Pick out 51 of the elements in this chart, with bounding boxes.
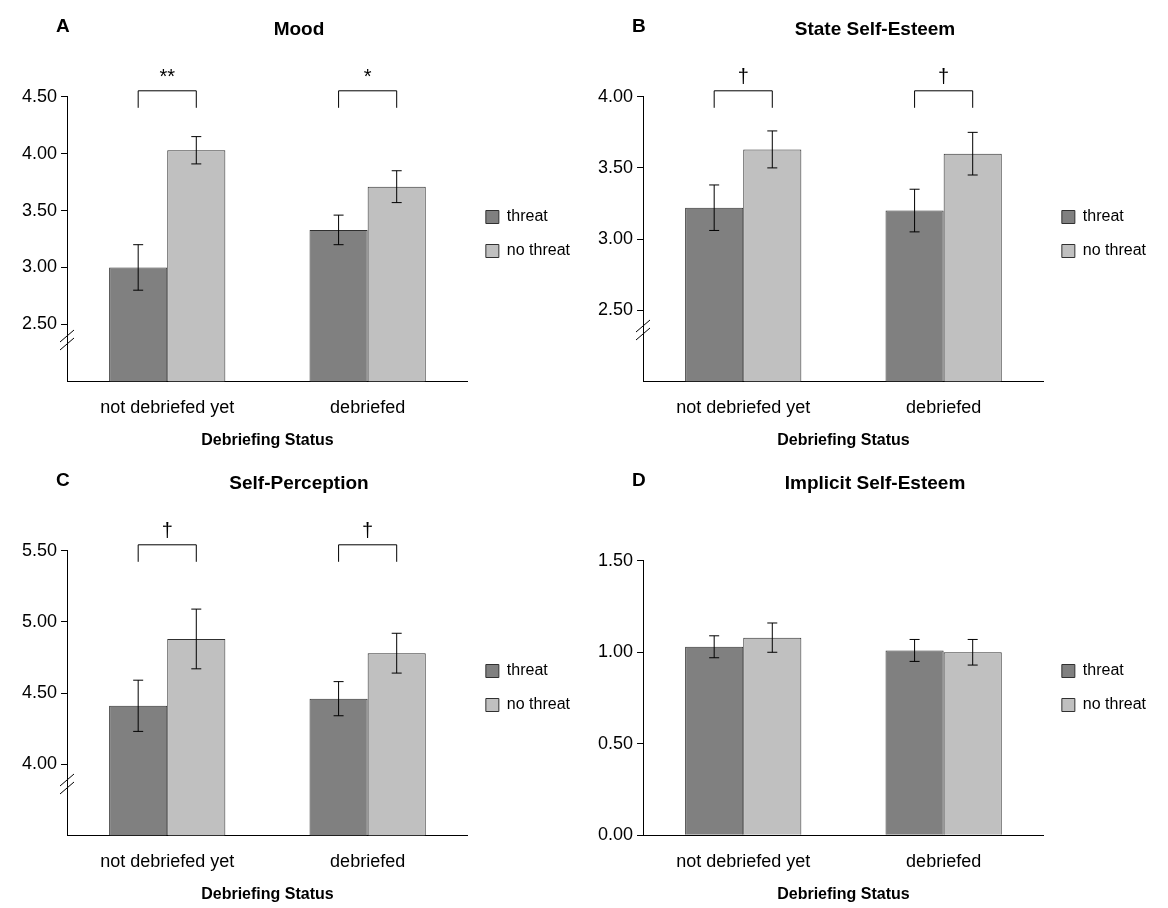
x-tick-label: not debriefed yet (676, 850, 811, 871)
x-tick-label: debriefed (906, 396, 982, 417)
x-axis-title: Debriefing Status (201, 884, 334, 902)
legend-label: no threat (506, 695, 571, 713)
y-tick-label: 4.00 (597, 85, 634, 106)
y-tick-label: 3.00 (597, 227, 634, 248)
text: * (363, 64, 372, 87)
y-tick-label: 2.50 (21, 313, 58, 334)
legend-label: no threat (1082, 695, 1147, 713)
chart-title: Mood (273, 17, 325, 39)
y-tick-label: 1.00 (597, 641, 634, 662)
text: C (56, 469, 70, 490)
legend-label: threat (1082, 661, 1125, 679)
x-axis-title: Debriefing Status (201, 430, 334, 448)
text: † (362, 518, 374, 541)
text: † (161, 518, 173, 541)
text: † (938, 64, 950, 87)
x-axis-title: Debriefing Status (777, 884, 910, 902)
y-tick-label: 4.00 (21, 753, 58, 774)
y-tick-label: 5.00 (21, 610, 58, 631)
text: † (737, 64, 749, 87)
y-tick-label: 4.50 (21, 681, 58, 702)
legend-label: threat (506, 661, 549, 679)
y-tick-label: 3.50 (21, 199, 58, 220)
chart-title: Implicit Self-Esteem (784, 471, 966, 493)
legend-label: no threat (506, 241, 571, 259)
x-axis-title: Debriefing Status (777, 430, 910, 448)
chart-title: Self-Perception (229, 471, 369, 493)
x-tick-label: debriefed (330, 850, 406, 871)
legend-label: no threat (1082, 241, 1147, 259)
x-tick-label: not debriefed yet (676, 396, 811, 417)
chart-title: State Self-Esteem (794, 17, 956, 39)
x-tick-label: debriefed (906, 850, 982, 871)
text: ** (159, 64, 176, 87)
y-tick-label: 5.50 (21, 539, 58, 560)
x-tick-label: not debriefed yet (100, 396, 235, 417)
x-tick-label: not debriefed yet (100, 850, 235, 871)
y-tick-label: 4.00 (21, 142, 58, 163)
legend-label: threat (506, 207, 549, 225)
y-tick-label: 0.00 (597, 824, 634, 845)
y-tick-label: 4.50 (21, 85, 58, 106)
y-tick-label: 0.50 (597, 732, 634, 753)
y-tick-label: 2.50 (597, 299, 634, 320)
x-tick-label: debriefed (330, 396, 406, 417)
y-tick-label: 1.50 (597, 549, 634, 570)
text: D (632, 469, 646, 490)
legend-label: threat (1082, 207, 1125, 225)
y-tick-label: 3.00 (21, 256, 58, 277)
text: B (632, 15, 646, 36)
y-tick-label: 3.50 (597, 156, 634, 177)
text: A (56, 15, 70, 36)
